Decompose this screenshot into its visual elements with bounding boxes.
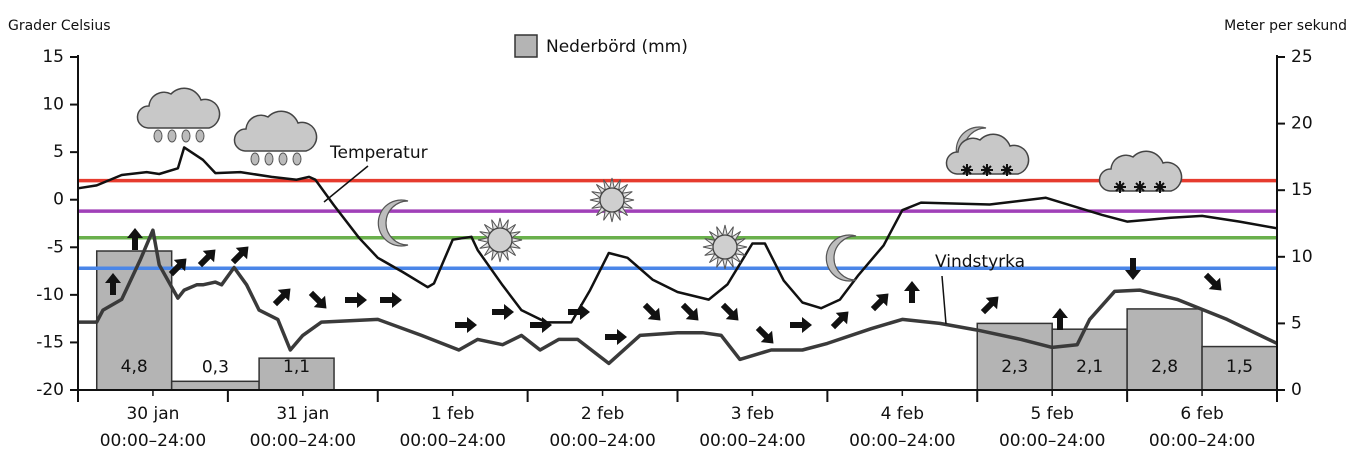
axes: -20 -15 -10 -5 0 5 10 15 0 5 10 15 20 25 30 jan 00:00–2… [36,47,1312,451]
precip-label: 1,1 [283,357,310,377]
y2-tick-label: 15 [1291,180,1313,200]
wind-arrow [904,281,920,303]
precip-label: 0,3 [202,357,229,377]
wind-arrow [827,305,855,333]
y2-tick-label: 25 [1291,47,1313,67]
wind-arrow [227,240,255,268]
x-time-label: 00:00–24:00 [849,431,955,451]
wind-arrow [492,304,514,320]
x-time-label: 00:00–24:00 [100,431,206,451]
x-tick-label: 4 feb [881,404,924,424]
wind-arrow [269,282,297,310]
sun [589,177,635,223]
rain-drops [250,152,302,166]
x-tick-label: 5 feb [1030,404,1073,424]
y-tick-label: -20 [36,380,64,400]
x-time-label: 00:00–24:00 [399,431,505,451]
y2-axis-label: Meter per sekund [1224,18,1347,34]
rain-cloud [233,110,318,152]
leader-line [323,165,369,203]
rain-drops [153,129,205,143]
wind-arrow [1200,269,1228,297]
temperature-line [77,146,1278,324]
wind-arrow [345,292,367,308]
legend-swatch [514,34,538,58]
wind-arrow [568,304,590,320]
y2-tick-label: 5 [1291,313,1302,333]
wind-arrow [790,317,812,333]
lines [77,146,1278,366]
x-tick-label: 31 jan [276,404,329,424]
precip-label: 2,3 [1001,357,1028,377]
x-tick-label: 1 feb [431,404,474,424]
y-tick-label: 15 [42,47,64,67]
moon [825,234,857,282]
precip-label: 2,1 [1076,357,1103,377]
reference-lines [78,178,1277,270]
precip-label: 4,8 [121,357,148,377]
wind-arrow [455,317,477,333]
precip-label: 2,8 [1151,357,1178,377]
precipitation-bars: 4,8 0,3 1,1 2,3 2,1 2,8 1,5 [95,250,1278,391]
wind-arrow [639,299,667,327]
x-time-label: 00:00–24:00 [999,431,1105,451]
wind-arrow [1052,308,1068,330]
y-tick-label: 10 [42,95,64,115]
y-tick-label: -5 [47,237,64,257]
x-time-label: 00:00–24:00 [250,431,356,451]
sun [702,224,748,270]
x-tick-label: 30 jan [126,404,179,424]
series-annotation: Temperatur [329,143,428,163]
y2-tick-label: 20 [1291,114,1313,134]
y-axis-label: Grader Celsius [8,18,111,34]
x-tick-label: 2 feb [581,404,624,424]
wind-arrow [305,287,333,315]
wind-line [78,228,1278,366]
y-tick-label: -15 [36,332,64,352]
y-tick-label: 5 [53,142,64,162]
y-tick-label: -10 [36,285,64,305]
wind-arrow [752,322,780,350]
wind-arrow [677,299,705,327]
precip-bar [170,380,260,391]
wind-arrow [977,290,1005,318]
series-annotation: Vindstyrka [935,252,1025,272]
y-tick-label: 0 [53,190,64,210]
precip-label: 1,5 [1226,357,1253,377]
x-time-label: 00:00–24:00 [699,431,805,451]
wind-arrow [867,287,895,315]
x-tick-label: 3 feb [731,404,774,424]
leader-line [941,275,947,325]
x-time-label: 00:00–24:00 [1149,431,1255,451]
y2-tick-label: 10 [1291,247,1313,267]
x-time-label: 00:00–24:00 [549,431,655,451]
wind-arrow [605,329,627,345]
precip-bar [1126,308,1203,391]
wind-arrow [717,299,745,327]
rain-cloud [136,87,221,129]
x-tick-label: 6 feb [1180,404,1223,424]
wind-arrow [380,292,402,308]
sun [477,217,523,263]
y2-tick-label: 0 [1291,380,1302,400]
legend-label: Nederbörd (mm) [546,37,688,57]
